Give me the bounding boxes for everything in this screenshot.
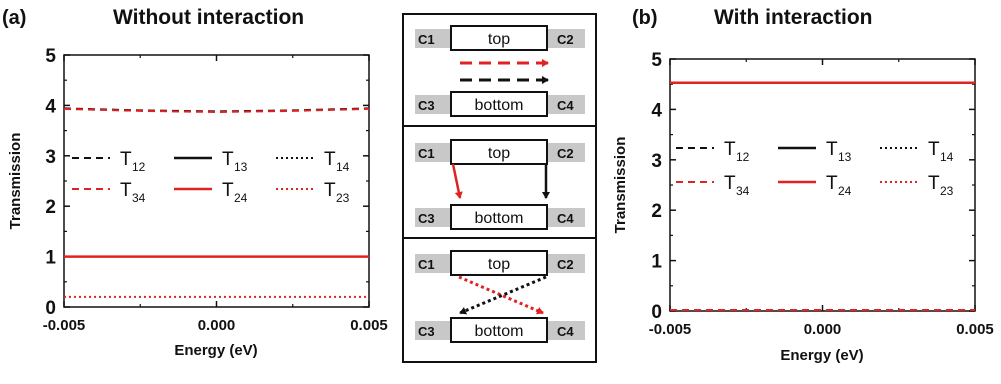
legend-subscript: 14	[336, 160, 350, 174]
legend-label: T	[120, 180, 132, 201]
legend-subscript: 23	[336, 191, 350, 205]
x-axis-label-a: Energy (eV)	[174, 342, 257, 359]
legend-label: T	[222, 149, 234, 170]
y-tick-label: 1	[45, 248, 56, 269]
bottom-label: bottom	[475, 97, 524, 114]
legend-subscript: 34	[132, 191, 146, 205]
panel-title-a: Without interaction	[113, 6, 304, 29]
panel-label-a: (a)	[2, 7, 26, 29]
contact-label-c4: C4	[557, 98, 574, 113]
x-tick-label: 0.005	[956, 321, 994, 338]
legend-subscript: 12	[736, 150, 750, 164]
diagram-frame	[403, 14, 596, 362]
legend-subscript: 24	[234, 191, 248, 205]
x-tick-label: 0.005	[350, 317, 388, 334]
top-label: top	[488, 145, 510, 162]
legend-subscript: 14	[940, 150, 954, 164]
series-group-a	[64, 108, 369, 297]
diagram-box-1: C1 C2 top C3 C4 bottom	[415, 26, 585, 116]
panel-title-b: With interaction	[714, 6, 872, 29]
bottom-label: bottom	[475, 210, 524, 227]
x-axis-label-b: Energy (eV)	[780, 347, 863, 364]
x-tick-label: -0.005	[43, 317, 86, 334]
legend-label: T	[928, 173, 940, 194]
legend-subscript: 12	[132, 160, 146, 174]
series-line-dashed	[64, 108, 369, 111]
contact-label-c1: C1	[418, 146, 435, 161]
schematic-diagram: C1 C2 top C3 C4 bottom C1 C2 top C3 C4 b…	[403, 14, 596, 362]
contact-label-c4: C4	[557, 211, 574, 226]
x-tick-label: 0.000	[804, 321, 842, 338]
y-tick-label: 4	[651, 100, 662, 121]
series-group-b	[670, 83, 975, 310]
series-line-dashed	[64, 109, 369, 112]
legend-label: T	[928, 139, 940, 160]
contact-label-c4: C4	[557, 324, 574, 339]
y-tick-label: 2	[651, 201, 662, 222]
legend-label: T	[324, 180, 336, 201]
legend-b: T 12 T 13 T 14T 34 T 24 T 23	[676, 139, 954, 198]
contact-label-c3: C3	[418, 324, 435, 339]
legend-label: T	[724, 173, 736, 194]
contact-label-c1: C1	[418, 32, 435, 47]
y-tick-label: 0	[651, 302, 662, 323]
y-tick-label: 1	[651, 252, 662, 273]
x-tick-label: -0.005	[649, 321, 692, 338]
top-label: top	[488, 256, 510, 273]
y-tick-label: 5	[651, 50, 662, 71]
bottom-label: bottom	[475, 323, 524, 340]
y-axis-label-b: Transmission	[612, 137, 629, 234]
x-tick-label: 0.000	[198, 317, 236, 334]
y-tick-label: 5	[45, 46, 56, 67]
contact-label-c3: C3	[418, 98, 435, 113]
contact-label-c1: C1	[418, 257, 435, 272]
legend-subscript: 23	[940, 184, 954, 198]
contact-label-c2: C2	[557, 257, 574, 272]
contact-label-c2: C2	[557, 32, 574, 47]
y-tick-label: 0	[45, 298, 56, 319]
arrow-red-vertical	[453, 164, 460, 198]
contact-label-c3: C3	[418, 211, 435, 226]
y-tick-label: 4	[45, 96, 56, 117]
legend-subscript: 34	[736, 184, 750, 198]
contact-label-c2: C2	[557, 146, 574, 161]
y-tick-label: 3	[45, 147, 56, 168]
legend-label: T	[826, 173, 838, 194]
diagram-box-3: C1 C2 top C3 C4 bottom	[415, 251, 585, 342]
panel-label-b: (b)	[632, 7, 658, 29]
legend-label: T	[826, 139, 838, 160]
y-axis-label-a: Transmission	[7, 133, 24, 230]
y-tick-label: 3	[651, 151, 662, 172]
legend-subscript: 13	[838, 150, 852, 164]
diagram-box-2: C1 C2 top C3 C4 bottom	[415, 140, 585, 229]
legend-label: T	[120, 149, 132, 170]
legend-subscript: 13	[234, 160, 248, 174]
legend-label: T	[724, 139, 736, 160]
y-tick-label: 2	[45, 197, 56, 218]
legend-label: T	[324, 149, 336, 170]
legend-label: T	[222, 180, 234, 201]
legend-a: T 12 T 13 T 14T 34 T 24 T 23	[72, 149, 350, 205]
top-label: top	[488, 31, 510, 48]
legend-subscript: 24	[838, 184, 852, 198]
